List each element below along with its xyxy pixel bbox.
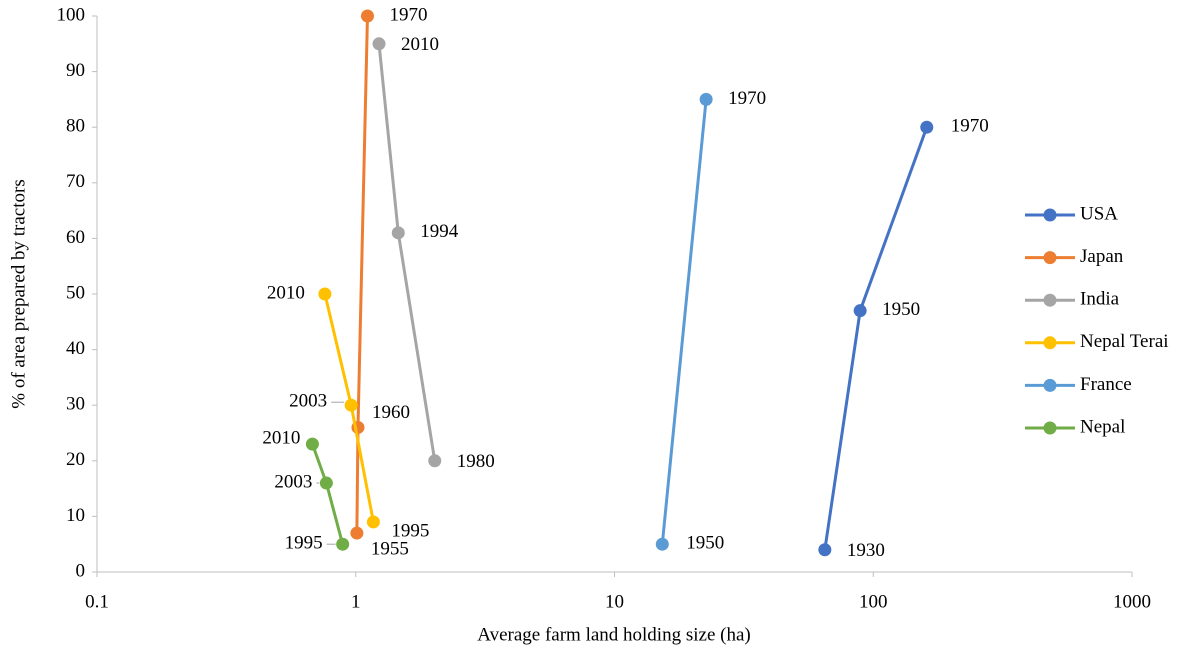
series-line: [310, 443, 345, 545]
data-point: [372, 37, 386, 51]
data-label: 1960: [372, 402, 410, 423]
data-point: [336, 537, 350, 551]
x-axis-title: Average farm land holding size (ha): [477, 624, 750, 645]
data-point: [350, 526, 364, 540]
data-label: 1970: [728, 88, 766, 109]
data-point: [318, 287, 332, 301]
data-point: [391, 226, 405, 240]
data-point: [428, 454, 442, 468]
y-tick-label: 60: [66, 227, 85, 248]
x-tick-label: 0.1: [85, 591, 109, 612]
data-point: [360, 9, 374, 23]
data-label: 1955: [371, 538, 409, 559]
data-label: 1994: [420, 221, 459, 242]
y-tick-label: 50: [66, 282, 85, 303]
data-label: 1930: [847, 540, 885, 561]
legend-label: India: [1080, 289, 1120, 310]
data-point: [853, 304, 867, 318]
legend-label: France: [1080, 374, 1132, 395]
data-point: [319, 476, 333, 490]
data-label: 1950: [882, 299, 920, 320]
y-tick-label: 90: [66, 60, 85, 81]
legend-marker: [1043, 378, 1057, 392]
legend-marker: [1043, 293, 1057, 307]
data-point: [366, 515, 380, 529]
data-point: [344, 398, 358, 412]
legend-label: Japan: [1080, 246, 1124, 267]
legend-marker: [1043, 208, 1057, 222]
data-point: [305, 437, 319, 451]
series-line: [823, 126, 929, 550]
data-label: 2003: [289, 391, 327, 412]
x-tick-label: 1: [351, 591, 361, 612]
data-label: 1970: [389, 4, 427, 25]
y-tick-label: 30: [66, 394, 85, 415]
data-label: 2010: [267, 282, 305, 303]
data-label: 1970: [951, 116, 989, 137]
y-tick-label: 100: [57, 4, 86, 25]
data-label: 1980: [457, 451, 495, 472]
data-point: [699, 92, 713, 106]
data-label: 1950: [686, 533, 724, 554]
legend-marker: [1043, 251, 1057, 265]
y-tick-label: 10: [66, 505, 85, 526]
y-tick-label: 0: [76, 560, 86, 581]
data-label: 2010: [262, 427, 300, 448]
data-point: [818, 543, 832, 557]
x-tick-label: 100: [859, 591, 888, 612]
data-point: [920, 120, 934, 134]
legend-label: Nepal Terai: [1080, 331, 1169, 352]
data-label: 1995: [391, 520, 429, 541]
series-line: [377, 43, 437, 462]
y-tick-label: 20: [66, 449, 85, 470]
data-label: 2003: [274, 471, 312, 492]
legend-label: USA: [1080, 203, 1118, 224]
legend-marker: [1043, 336, 1057, 350]
y-tick-label: 80: [66, 116, 85, 137]
data-point: [655, 537, 669, 551]
legend-marker: [1043, 421, 1057, 435]
data-label: 1995: [285, 533, 323, 554]
x-tick-label: 10: [605, 591, 624, 612]
data-label: 2010: [401, 34, 439, 55]
series-line: [660, 99, 708, 545]
legend-label: Nepal: [1080, 416, 1125, 437]
y-tick-label: 40: [66, 338, 85, 359]
x-tick-label: 1000: [1113, 591, 1151, 612]
y-axis-title: % of area prepared by tractors: [8, 179, 29, 408]
y-tick-label: 70: [66, 171, 85, 192]
